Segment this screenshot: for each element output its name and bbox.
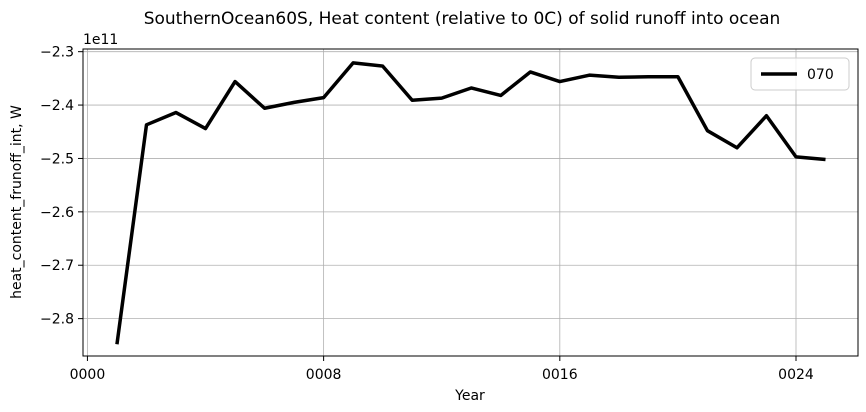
x-tick-label: 0016 [542,367,578,383]
grid-lines [83,49,858,356]
chart-title: SouthernOcean60S, Heat content (relative… [144,9,781,29]
legend-box [750,57,850,91]
x-axis-label: Year [454,388,485,404]
series-layer [115,61,826,345]
y-axis-label: heat_content_frunoff_int, W [9,105,25,299]
y-axis: −2.8 −2.7 −2.6 −2.5 −2.4 −2.3 [40,45,83,328]
x-tick-label: 0000 [70,367,106,383]
y-tick-label: −2.5 [40,151,74,167]
y-tick-label: −2.7 [40,258,74,274]
legend: 070 [750,57,850,91]
x-tick-label: 0024 [778,367,814,383]
y-axis-offset-text: 1e11 [83,32,118,48]
x-tick-label: 0008 [306,367,342,383]
legend-label: 070 [807,67,834,83]
y-tick-label: −2.3 [40,45,74,61]
y-tick-label: −2.4 [40,98,74,114]
y-tick-label: −2.6 [40,205,74,221]
x-axis: 0000 0008 0016 0024 [70,356,814,383]
plot-frame [82,48,859,357]
series-line-070 [115,61,826,345]
y-tick-label: −2.8 [40,312,74,328]
